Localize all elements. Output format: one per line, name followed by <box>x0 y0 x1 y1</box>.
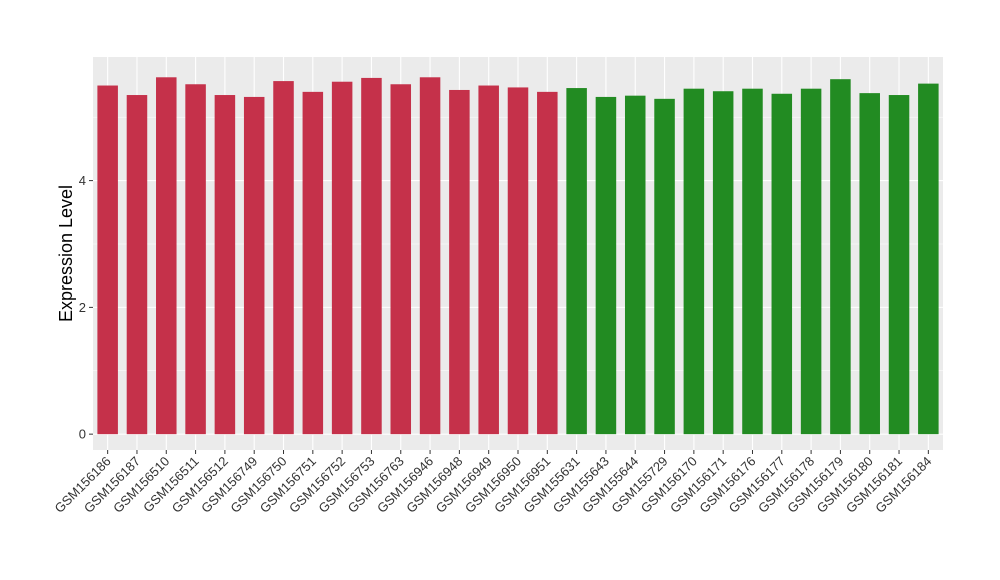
bar-GSM156178 <box>800 88 822 435</box>
y-axis: 0 2 4 <box>79 173 93 442</box>
bar-GSM156186 <box>97 85 118 435</box>
bar-GSM156170 <box>683 88 705 435</box>
bar-GSM155643 <box>595 96 617 435</box>
bar-GSM156949 <box>478 85 499 435</box>
bars <box>97 77 939 435</box>
bar-GSM156752 <box>331 81 353 435</box>
bar-GSM156184 <box>918 83 939 435</box>
x-axis: GSM156186GSM156187GSM156510GSM156511GSM1… <box>52 450 934 516</box>
y-tick-label: 4 <box>79 173 86 188</box>
y-tick-label: 0 <box>79 427 86 442</box>
bar-GSM156171 <box>712 91 734 435</box>
y-tick-label: 2 <box>79 300 86 315</box>
bar-GSM156512 <box>214 95 236 435</box>
y-axis-title: Expression Level <box>56 185 76 322</box>
bar-GSM156187 <box>126 95 148 435</box>
bar-GSM156763 <box>390 84 412 435</box>
bar-GSM155729 <box>654 98 675 435</box>
bar-GSM156179 <box>830 79 851 435</box>
bar-GSM156510 <box>156 77 177 435</box>
bar-GSM155644 <box>624 95 646 435</box>
bar-GSM156511 <box>185 84 206 435</box>
bar-GSM156749 <box>243 96 265 435</box>
bar-GSM156177 <box>771 93 793 435</box>
bar-GSM156951 <box>537 91 558 435</box>
bar-GSM156751 <box>302 91 324 435</box>
bar-GSM156750 <box>273 81 294 435</box>
bar-GSM156950 <box>507 87 529 435</box>
bar-GSM156753 <box>361 77 382 435</box>
bar-GSM156948 <box>449 89 470 435</box>
bar-GSM156181 <box>888 95 910 435</box>
bar-GSM156176 <box>742 88 763 435</box>
bar-GSM156946 <box>419 77 441 435</box>
bar-GSM156180 <box>859 93 880 435</box>
bar-GSM155631 <box>566 88 587 435</box>
